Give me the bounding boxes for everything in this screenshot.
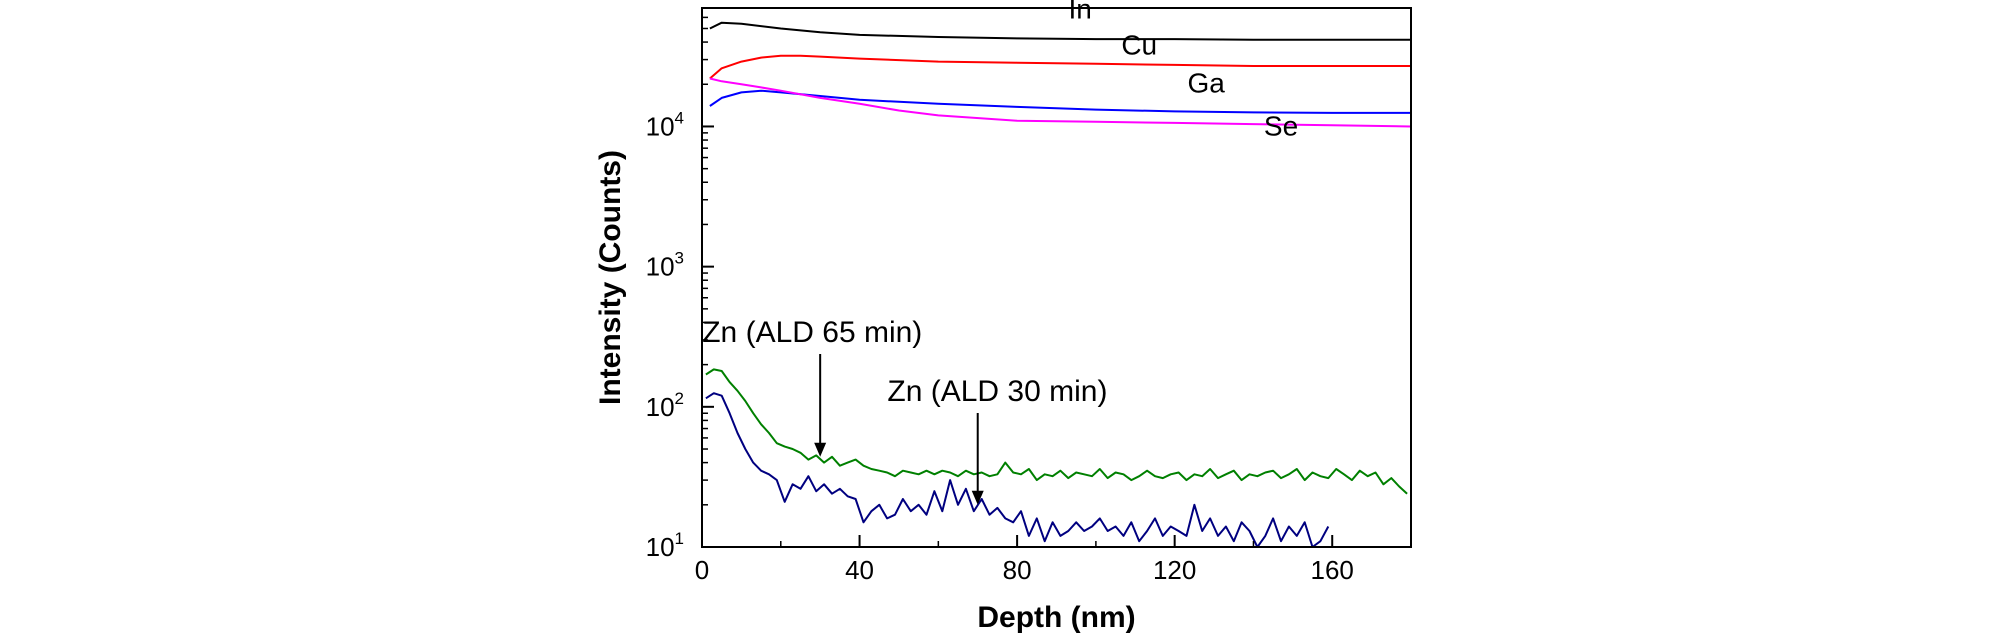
annotation-label: Zn (ALD 65 min) — [702, 316, 922, 349]
y-tick-exponent: 1 — [675, 529, 684, 548]
y-axis-title: Intensity (Counts) — [594, 150, 627, 405]
y-tick-base: 10 — [646, 252, 675, 282]
y-tick-label: 104 — [646, 108, 684, 141]
series-labels: In Cu Ga Se — [1068, 0, 1298, 142]
x-tick-label: 80 — [1003, 555, 1032, 585]
series-line-zn-ald-30-min — [705, 392, 1330, 548]
y-tick-exponent: 3 — [675, 249, 684, 268]
annotation-arrow-head — [971, 490, 984, 505]
y-tick-base: 10 — [646, 392, 675, 422]
y-tick-label: 102 — [646, 389, 684, 422]
x-axis-title: Depth (nm) — [977, 601, 1135, 634]
series-label-cu: Cu — [1121, 30, 1157, 61]
series-line-zn-ald-65-min — [705, 368, 1408, 495]
x-axis: 0 40 80 120 160 — [695, 535, 1354, 585]
series-line-se — [709, 77, 1412, 128]
series-label-ga: Ga — [1187, 67, 1225, 98]
series-label-se: Se — [1264, 111, 1298, 142]
x-tick-label: 120 — [1153, 555, 1196, 585]
series-label-in: In — [1068, 0, 1091, 24]
annotation-label: Zn (ALD 30 min) — [887, 375, 1107, 408]
annotation-arrow-head — [814, 442, 827, 457]
y-tick-label: 103 — [646, 249, 684, 282]
plot-frame — [701, 7, 1412, 548]
y-tick-label: 101 — [646, 529, 684, 562]
series-layer — [705, 21, 1412, 548]
series-line-in — [709, 21, 1411, 41]
y-tick-exponent: 2 — [675, 389, 684, 408]
x-tick-label: 160 — [1311, 555, 1354, 585]
x-tick-label: 0 — [695, 555, 709, 585]
series-line-cu — [709, 54, 1411, 80]
y-tick-exponent: 4 — [675, 108, 684, 127]
annotations: Zn (ALD 65 min) Zn (ALD 30 min) — [702, 316, 1107, 505]
x-tick-label: 40 — [845, 555, 874, 585]
y-tick-base: 10 — [646, 532, 675, 562]
series-line-ga — [709, 89, 1411, 114]
y-tick-base: 10 — [646, 111, 675, 141]
